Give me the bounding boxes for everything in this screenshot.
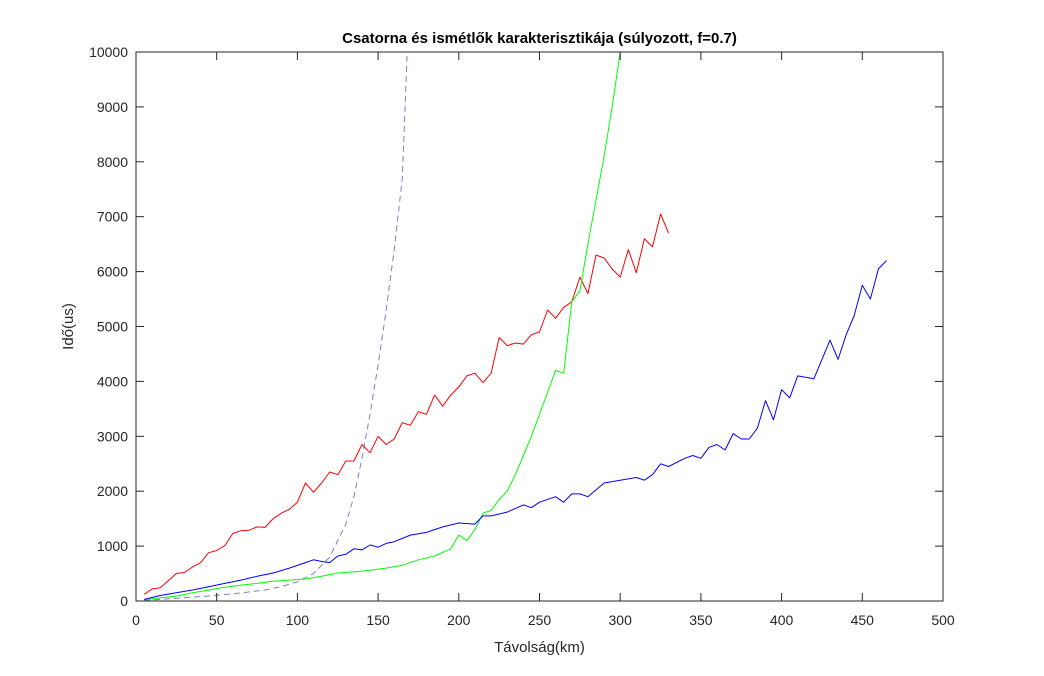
y-tick-label: 5000 <box>97 319 128 335</box>
x-tick-label: 100 <box>286 612 310 628</box>
x-tick-label: 0 <box>132 612 140 628</box>
x-tick-label: 200 <box>447 612 471 628</box>
series-line-2 <box>143 213 670 595</box>
x-tick-label: 450 <box>851 612 875 628</box>
x-axis-title: Távolság(km) <box>494 639 585 656</box>
series-layer <box>143 52 887 601</box>
y-tick-label: 1000 <box>97 538 128 554</box>
ticks-layer: 0 50 100 150 200 250 300 350 400 450 5000100020003… <box>89 44 955 628</box>
x-tick-label: 400 <box>770 612 794 628</box>
y-axis-title: Idő(us) <box>60 303 77 350</box>
plot-area <box>136 52 943 601</box>
y-tick-label: 9000 <box>97 99 128 115</box>
y-tick-label: 0 <box>120 593 128 609</box>
series-line-4 <box>143 260 887 600</box>
y-tick-label: 10000 <box>89 44 128 60</box>
x-tick-label: 500 <box>931 612 955 628</box>
y-tick-label: 8000 <box>97 154 128 170</box>
series-line-1 <box>144 52 408 601</box>
y-tick-label: 6000 <box>97 264 128 280</box>
x-tick-label: 350 <box>689 612 713 628</box>
x-tick-label: 150 <box>366 612 390 628</box>
y-tick-label: 4000 <box>97 373 128 389</box>
chart-title: Csatorna és ismétlők karakterisztikája (… <box>342 30 737 47</box>
series-line-3 <box>144 52 621 601</box>
y-tick-label: 7000 <box>97 209 128 225</box>
x-tick-label: 300 <box>609 612 633 628</box>
x-tick-label: 50 <box>209 612 225 628</box>
x-tick-label: 250 <box>528 612 552 628</box>
y-tick-label: 2000 <box>97 483 128 499</box>
y-tick-label: 3000 <box>97 428 128 444</box>
